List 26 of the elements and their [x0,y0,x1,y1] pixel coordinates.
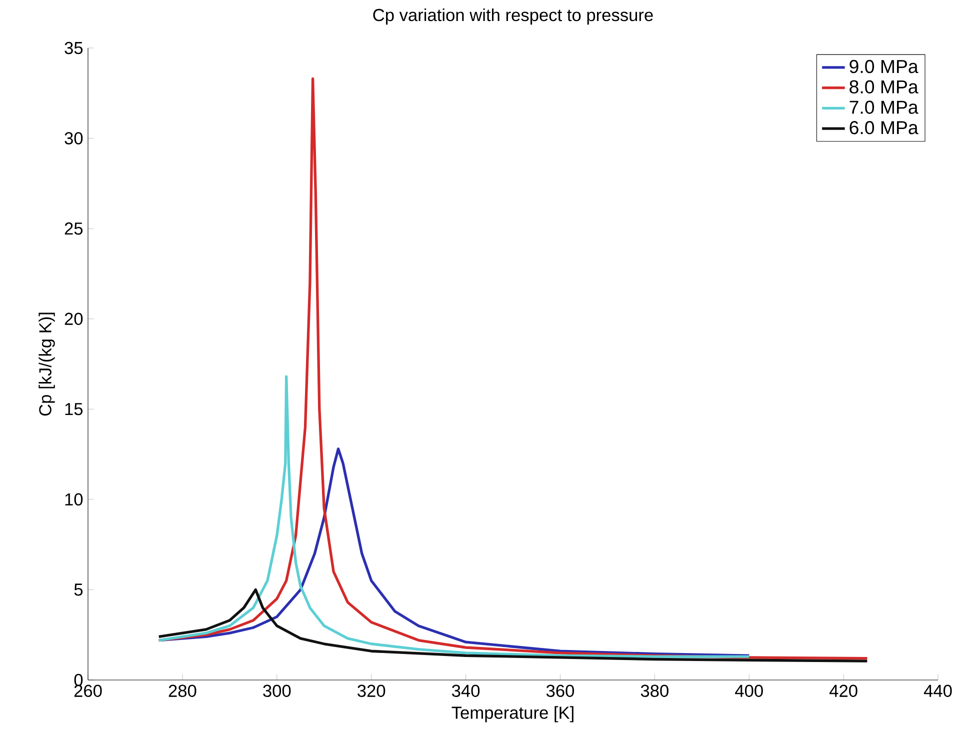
x-tick-label: 380 [640,684,668,697]
line-series [158,588,869,662]
y-tick-label: 35 [64,42,83,54]
x-tick-label: 420 [830,684,858,697]
x-axis-title: Temperature [K] [452,706,574,722]
y-axis-title: Cp [kJ/(kg K)] [38,312,55,416]
legend-label: 6.0 MPa [850,121,918,134]
x-tick-label: 260 [74,684,102,697]
x-tick-label: 400 [735,684,763,697]
y-tick-label: 15 [65,403,83,416]
x-tick-label: 300 [263,684,291,697]
x-tick-label: 340 [452,684,480,697]
y-tick-label: 10 [65,493,83,506]
x-tick-label: 440 [924,684,952,697]
y-tick-label: 20 [64,312,83,325]
x-tick-label: 320 [358,684,386,697]
legend-label: 9.0 MPa [850,60,918,74]
legend-label: 7.0 MPa [850,100,918,114]
y-tick-label: 25 [64,222,83,235]
legend-label: 8.0 MPa [850,80,918,94]
line-series [158,375,750,658]
y-tick-label: 30 [64,132,83,144]
y-tick-label: 5 [74,584,83,596]
chart-title: Cp variation with respect to pressure [373,8,653,25]
x-tick-label: 280 [168,684,196,697]
x-tick-label: 360 [546,684,574,697]
